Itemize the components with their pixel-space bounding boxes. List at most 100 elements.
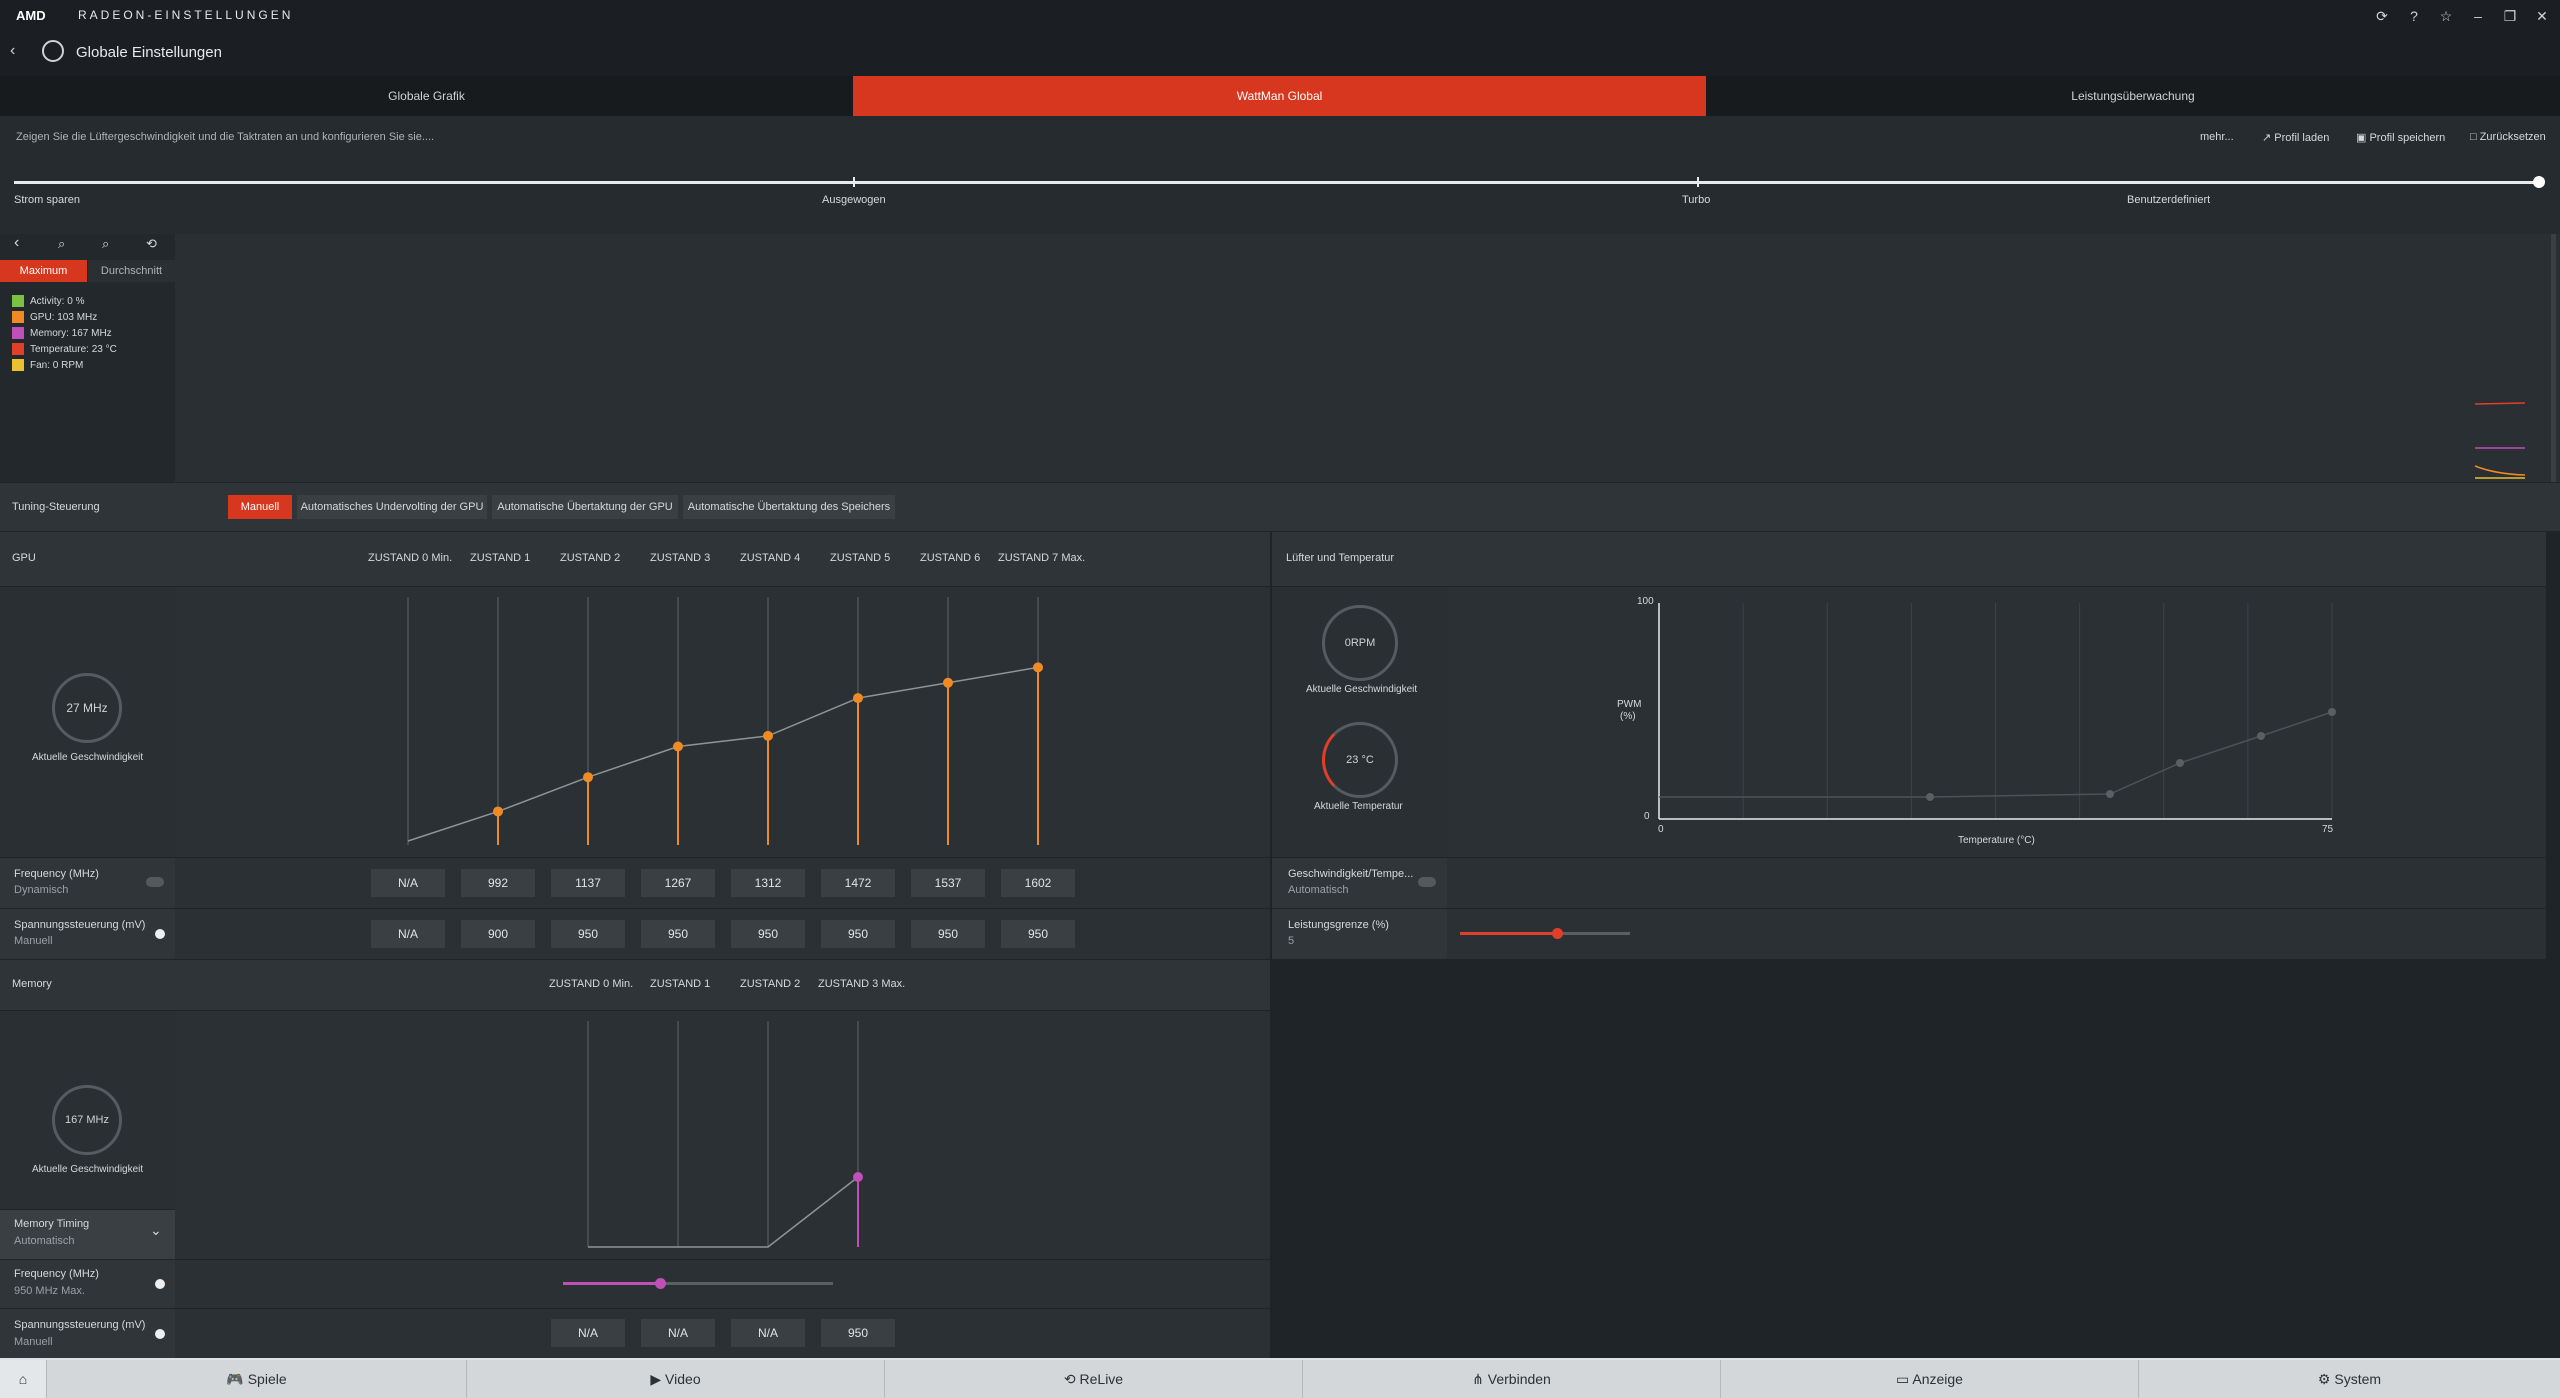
gpu-freq-state-7[interactable]: 1602: [1001, 869, 1075, 897]
nav-connect[interactable]: ⋔ Verbinden: [1303, 1360, 1721, 1398]
description-bar: Zeigen Sie die Lüftergeschwindigkeit und…: [0, 116, 2560, 160]
zoom-in-icon[interactable]: ⌕: [58, 236, 66, 251]
gpu-freq-state-0[interactable]: N/A: [371, 869, 445, 897]
auto-overclock-gpu-button[interactable]: Automatische Übertaktung der GPU: [492, 495, 678, 519]
fan-curve-point: [2257, 732, 2265, 740]
nav-games[interactable]: 🎮 Spiele: [47, 1360, 467, 1398]
memory-state-0: ZUSTAND 0 Min.: [549, 978, 634, 990]
preset-custom[interactable]: Benutzerdefiniert: [2127, 194, 2211, 206]
preset-power-saving[interactable]: Strom sparen: [14, 194, 81, 206]
gpu-volt-state-1[interactable]: 900: [461, 920, 535, 948]
gpu-volt-state-3[interactable]: 950: [641, 920, 715, 948]
gpu-volt-state-6[interactable]: 950: [911, 920, 985, 948]
gpu-freq-state-2[interactable]: 1137: [551, 869, 625, 897]
auto-undervolt-button[interactable]: Automatisches Undervolting der GPU: [297, 495, 487, 519]
fan-speed-gauge: 0RPM: [1322, 605, 1398, 681]
gpu-volt-state-7[interactable]: 950: [1001, 920, 1075, 948]
memory-volt-state-2[interactable]: N/A: [731, 1319, 805, 1347]
preset-balanced[interactable]: Ausgewogen: [822, 194, 886, 206]
gpu-freq-state-6[interactable]: 1537: [911, 869, 985, 897]
reset-button[interactable]: □ Zurücksetzen: [2470, 131, 2546, 143]
memory-voltage-row: N/A N/A N/A 950: [175, 1309, 1270, 1358]
nav-video[interactable]: ▶ Video: [467, 1360, 885, 1398]
maximum-button[interactable]: Maximum: [0, 260, 87, 282]
graph-controls: ‹ ⌕ ⌕ ⟲ Maximum Durchschnitt Activity: 0…: [0, 234, 175, 482]
gpu-freq-state-4[interactable]: 1312: [731, 869, 805, 897]
gpu-gauge-panel: 27 MHz Aktuelle Geschwindigkeit: [0, 587, 175, 857]
gpu-voltage-toggle[interactable]: [155, 929, 165, 939]
minimize-icon[interactable]: –: [2474, 8, 2482, 24]
reset-icon: □: [2470, 131, 2480, 143]
fan-label: Lüfter und Temperatur: [1286, 552, 1395, 564]
memory-frequency-label-cell: Frequency (MHz) 950 MHz Max.: [0, 1260, 175, 1308]
tab-performance-monitor[interactable]: Leistungsüberwachung: [2071, 89, 2195, 103]
preset-slider-thumb[interactable]: [2533, 176, 2545, 188]
pwm-axis-unit: (%): [1620, 711, 1636, 722]
tab-global-graphics[interactable]: Globale Grafik: [388, 89, 465, 103]
nav-display[interactable]: ▭ Anzeige: [1721, 1360, 2139, 1398]
gpu-freq-state-1[interactable]: 992: [461, 869, 535, 897]
gpu-freq-state-3[interactable]: 1267: [641, 869, 715, 897]
gpu-curve-line: [407, 666, 1039, 842]
preset-slider-area: Strom sparen Ausgewogen Turbo Benutzerde…: [0, 160, 2560, 235]
more-link[interactable]: mehr...: [2200, 131, 2234, 143]
restore-icon[interactable]: ❐: [2503, 8, 2517, 24]
power-limit-thumb[interactable]: [1552, 928, 1563, 939]
memory-volt-state-3[interactable]: 950: [821, 1319, 895, 1347]
legend-label: Fan: 0 RPM: [30, 360, 84, 371]
gpu-clock-curve[interactable]: [175, 587, 1270, 857]
legend-item[interactable]: Temperature: 23 °C: [12, 342, 117, 358]
nav-relive[interactable]: ⟲ ReLive: [885, 1360, 1303, 1398]
monitor-icon: ▭: [1896, 1371, 1913, 1387]
memory-frequency-label: Frequency (MHz): [14, 1268, 99, 1280]
preset-turbo[interactable]: Turbo: [1682, 194, 1711, 206]
memory-volt-state-0[interactable]: N/A: [551, 1319, 625, 1347]
gpu-volt-state-2[interactable]: 950: [551, 920, 625, 948]
memory-clock-curve[interactable]: [175, 1011, 1270, 1259]
back-icon[interactable]: ‹: [10, 42, 16, 59]
tab-wattman-global[interactable]: WattMan Global: [853, 76, 1706, 116]
legend-item[interactable]: GPU: 103 MHz: [12, 310, 117, 326]
memory-timing-select[interactable]: Memory Timing Automatisch ⌄: [0, 1210, 175, 1259]
memory-frequency-track[interactable]: [563, 1282, 833, 1285]
fan-mode-toggle[interactable]: [1418, 877, 1436, 887]
memory-voltage-label: Spannungssteuerung (mV): [14, 1319, 146, 1331]
zoom-out-icon[interactable]: ⌕: [102, 236, 110, 251]
nav-system[interactable]: ⚙ System: [2139, 1360, 2560, 1398]
temp-axis-max: 75: [2322, 824, 2334, 835]
memory-volt-state-1[interactable]: N/A: [641, 1319, 715, 1347]
save-profile-button[interactable]: ▣ Profil speichern: [2356, 131, 2445, 144]
home-button[interactable]: ⌂: [0, 1360, 47, 1398]
memory-frequency-fill: [563, 1282, 661, 1285]
gpu-voltage-label-cell: Spannungssteuerung (mV) Manuell: [0, 909, 175, 959]
legend-item[interactable]: Activity: 0 %: [12, 294, 117, 310]
manual-button[interactable]: Manuell: [228, 495, 292, 519]
gpu-state-point: [583, 772, 593, 783]
memory-voltage-toggle[interactable]: [155, 1329, 165, 1339]
legend-item[interactable]: Memory: 167 MHz: [12, 326, 117, 342]
gpu-volt-state-0[interactable]: N/A: [371, 920, 445, 948]
preset-slider-track[interactable]: [14, 181, 2540, 184]
monitoring-graph: [175, 234, 2560, 482]
average-button[interactable]: Durchschnitt: [88, 260, 175, 282]
gpu-freq-state-5[interactable]: 1472: [821, 869, 895, 897]
update-icon[interactable]: ⟳: [2376, 8, 2388, 24]
gpu-volt-state-4[interactable]: 950: [731, 920, 805, 948]
legend-item[interactable]: Fan: 0 RPM: [12, 358, 117, 374]
memory-frequency-thumb[interactable]: [655, 1278, 666, 1289]
back-arrow-icon[interactable]: ‹: [14, 234, 20, 251]
help-icon[interactable]: ?: [2410, 8, 2418, 24]
load-profile-button[interactable]: ↗ Profil laden: [2262, 131, 2329, 144]
fan-mode-value: Automatisch: [1288, 884, 1349, 896]
memory-frequency-toggle[interactable]: [155, 1279, 165, 1289]
system-icon: ⚙: [2317, 1371, 2335, 1387]
gpu-volt-state-5[interactable]: 950: [821, 920, 895, 948]
close-icon[interactable]: ✕: [2536, 8, 2548, 24]
gpu-state-point: [1033, 662, 1043, 673]
gpu-frequency-toggle[interactable]: [146, 877, 164, 887]
reset-zoom-icon[interactable]: ⟲: [146, 236, 157, 251]
auto-overclock-memory-button[interactable]: Automatische Übertaktung des Speichers: [683, 495, 895, 519]
scrollbar[interactable]: [2551, 234, 2556, 482]
fan-curve-chart[interactable]: [1447, 587, 2546, 857]
favorite-icon[interactable]: ☆: [2439, 8, 2453, 24]
